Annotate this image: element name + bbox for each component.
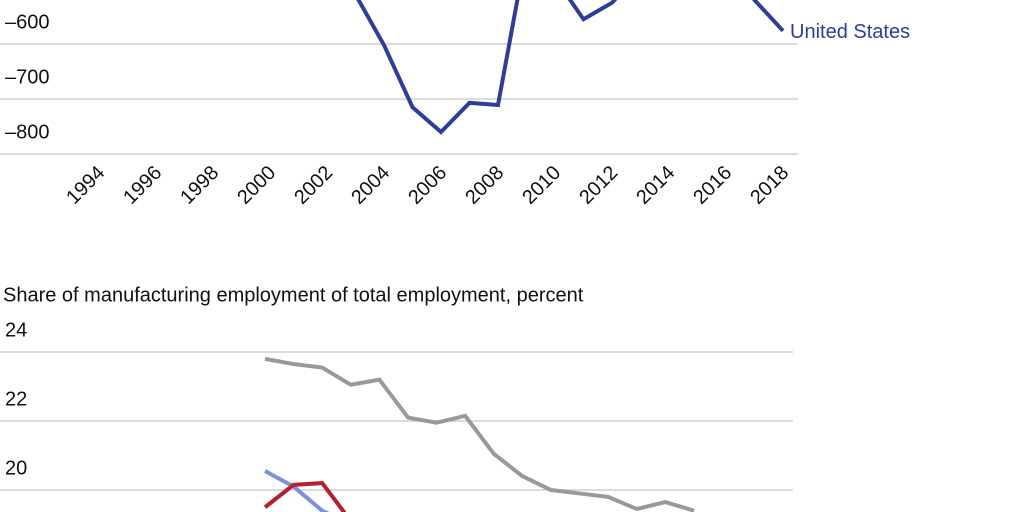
x-tick-label: 2012	[575, 162, 622, 209]
series-line	[263, 481, 347, 512]
x-tick-label: 2018	[746, 162, 793, 209]
y-tick-label: –600	[5, 11, 50, 33]
x-tick-label: 2016	[689, 162, 736, 209]
y-tick-label: –700	[5, 66, 50, 88]
x-tick-label: 2004	[347, 162, 394, 209]
y-tick-label: 20	[5, 457, 27, 479]
x-tick-label: 2000	[233, 162, 280, 209]
chart-subtitle: Share of manufacturing employment of tot…	[3, 284, 584, 306]
series-line	[264, 469, 330, 512]
series-label: United States	[790, 21, 910, 43]
x-tick-label: 2010	[518, 162, 565, 209]
x-tick-label: 1998	[176, 162, 223, 209]
y-tick-label: –800	[5, 121, 50, 143]
x-tick-label: 2008	[461, 162, 508, 209]
series-line	[356, 0, 785, 135]
series-line	[264, 356, 695, 512]
y-tick-label: 24	[5, 319, 27, 341]
x-tick-label: 1994	[62, 162, 109, 209]
y-tick-label: 22	[5, 388, 27, 410]
x-tick-label: 2002	[290, 162, 337, 209]
x-tick-label: 2014	[632, 162, 679, 209]
x-tick-label: 2006	[404, 162, 451, 209]
x-tick-label: 1996	[119, 162, 166, 209]
